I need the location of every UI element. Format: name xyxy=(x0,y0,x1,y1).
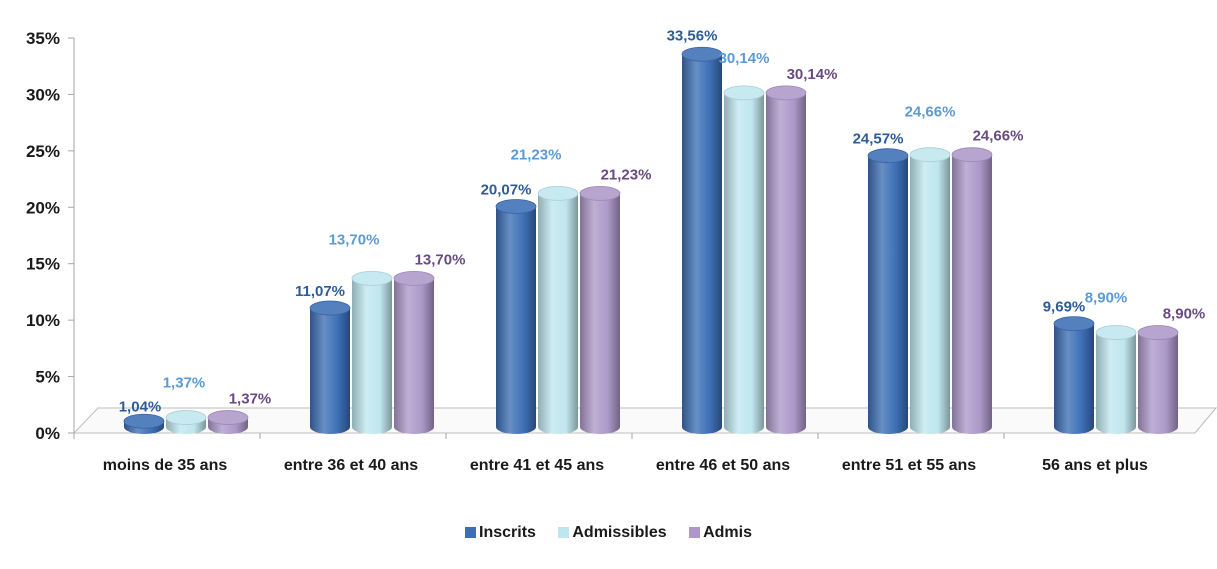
bar xyxy=(765,85,807,434)
chart-axes: 0% 5% 10% 15% 20% 25% 30% 35% moins de 35 ans ent… xyxy=(26,29,1217,474)
data-label: 24,57% xyxy=(853,131,904,148)
bar-top xyxy=(1095,325,1137,340)
bar-top xyxy=(309,300,351,316)
bar-body xyxy=(496,206,536,434)
legend-swatch xyxy=(558,527,570,538)
bar xyxy=(1053,316,1095,434)
legend-item-inscrits: Inscrits xyxy=(465,524,536,542)
y-tick-label: 30% xyxy=(26,85,60,104)
data-label: 21,23% xyxy=(511,146,562,163)
legend-label: Admis xyxy=(703,524,752,541)
bar-body xyxy=(724,92,764,434)
data-label: 8,90% xyxy=(1085,290,1128,307)
legend-item-admissibles: Admissibles xyxy=(558,524,667,542)
bar-body xyxy=(394,278,434,434)
bar xyxy=(579,186,621,434)
y-tick-label: 20% xyxy=(26,198,60,217)
bar xyxy=(351,270,393,434)
bar-top xyxy=(1053,316,1095,332)
bar-body xyxy=(1054,323,1094,434)
bar-top xyxy=(1137,325,1179,340)
data-label: 20,07% xyxy=(481,181,532,198)
data-label: 8,90% xyxy=(1163,306,1206,323)
bar-top xyxy=(579,186,621,201)
bar-top xyxy=(123,413,165,429)
data-label: 33,56% xyxy=(667,27,718,44)
y-tick-label: 0% xyxy=(35,424,60,443)
legend-item-admis: Admis xyxy=(689,524,752,542)
bar-body xyxy=(682,54,722,434)
bar-top xyxy=(867,148,909,164)
bar xyxy=(1137,325,1179,434)
bar-body xyxy=(910,154,950,435)
bar-top xyxy=(165,410,207,425)
bar xyxy=(951,147,993,435)
data-label: 9,69% xyxy=(1043,299,1086,316)
x-category-label: entre 36 et 40 ans xyxy=(284,457,418,474)
bar-body xyxy=(1096,332,1136,434)
y-tick-label: 25% xyxy=(26,142,60,161)
bar-top xyxy=(951,147,993,163)
legend: Inscrits Admissibles Admis xyxy=(0,524,1217,542)
bar-top xyxy=(495,199,537,214)
data-label: 30,14% xyxy=(787,66,838,83)
chart-bars xyxy=(123,46,1179,435)
x-category-label: entre 41 et 45 ans xyxy=(470,457,604,474)
data-label: 13,70% xyxy=(415,251,466,268)
bar xyxy=(309,300,351,434)
data-label: 11,07% xyxy=(295,283,345,300)
y-tick-label: 35% xyxy=(26,29,60,48)
data-label: 1,37% xyxy=(163,375,206,392)
bar xyxy=(867,148,909,434)
bar-top xyxy=(681,46,723,62)
data-label: 30,14% xyxy=(719,50,770,67)
bar xyxy=(165,410,207,434)
bar-body xyxy=(766,92,806,434)
legend-label: Inscrits xyxy=(479,524,536,541)
data-label: 24,66% xyxy=(973,128,1024,145)
bar xyxy=(393,270,435,434)
bar xyxy=(537,186,579,434)
y-tick-label: 5% xyxy=(35,368,60,387)
chart-data-labels: 1,04%1,37%1,37%11,07%13,70%13,70%20,07%2… xyxy=(119,27,1206,415)
bar xyxy=(207,410,249,434)
bar-body xyxy=(580,193,620,434)
x-category-label: 56 ans et plus xyxy=(1042,457,1148,474)
data-label: 21,23% xyxy=(601,166,652,183)
bar-top xyxy=(537,186,579,201)
data-label: 13,70% xyxy=(329,231,380,248)
y-tick-label: 15% xyxy=(26,255,60,274)
bar xyxy=(681,46,723,434)
bar-body xyxy=(352,278,392,434)
bar-top xyxy=(765,85,807,101)
bar-top xyxy=(207,410,249,425)
bar xyxy=(909,147,951,435)
x-category-label: entre 46 et 50 ans xyxy=(656,457,790,474)
x-category-label: entre 51 et 55 ans xyxy=(842,457,976,474)
bar-body xyxy=(952,154,992,435)
bar-top xyxy=(393,270,435,286)
y-tick-label: 10% xyxy=(26,311,60,330)
bar xyxy=(123,413,165,434)
bar-body xyxy=(310,308,350,434)
bar xyxy=(1095,325,1137,434)
bar-body xyxy=(868,155,908,434)
bar-top xyxy=(723,85,765,101)
bar-top xyxy=(351,270,393,286)
legend-swatch xyxy=(689,527,701,538)
data-label: 1,37% xyxy=(229,391,272,408)
bar xyxy=(723,85,765,434)
bar-top xyxy=(909,147,951,163)
legend-swatch xyxy=(465,527,476,538)
x-category-label: moins de 35 ans xyxy=(103,457,228,474)
bar-body xyxy=(538,193,578,434)
bar-body xyxy=(1138,332,1178,434)
bar xyxy=(495,199,537,434)
data-label: 24,66% xyxy=(905,104,956,121)
legend-label: Admissibles xyxy=(572,524,667,541)
data-label: 1,04% xyxy=(119,398,162,415)
